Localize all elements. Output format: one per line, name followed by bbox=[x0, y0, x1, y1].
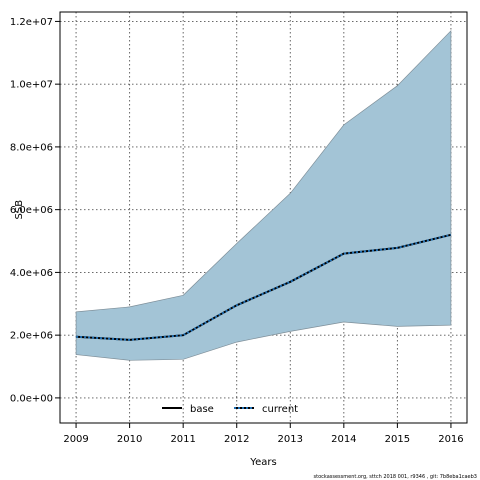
confidence-band bbox=[75, 29, 452, 361]
plot-frame bbox=[59, 11, 468, 424]
legend: base current bbox=[162, 404, 298, 415]
x-tick-label: 2014 bbox=[331, 434, 356, 445]
legend-label-current: current bbox=[262, 404, 298, 415]
x-tick-label: 2015 bbox=[385, 434, 410, 445]
y-axis-title: SSB bbox=[14, 200, 25, 220]
y-axis: 0.0e+00 2.0e+06 4.0e+06 6.0e+06 8.0e+06 1.0e+… bbox=[10, 17, 60, 404]
footer-note: stockassessment.org, sttch 2018 001, r93… bbox=[314, 474, 477, 480]
y-tick-label: 0.0e+00 bbox=[10, 393, 53, 404]
x-tick-label: 2011 bbox=[170, 434, 195, 445]
y-tick-label: 1.0e+07 bbox=[10, 80, 53, 91]
y-tick-label: 2.0e+06 bbox=[10, 331, 53, 342]
x-axis-title: Years bbox=[249, 457, 276, 468]
x-tick-label: 2010 bbox=[117, 434, 142, 445]
x-tick-label: 2016 bbox=[438, 434, 463, 445]
y-tick-label: 1.2e+07 bbox=[10, 17, 53, 28]
y-tick-label: 6.0e+06 bbox=[10, 205, 53, 216]
series-line-current bbox=[76, 233, 452, 341]
x-tick-label: 2009 bbox=[63, 434, 88, 445]
legend-label-base: base bbox=[190, 404, 214, 415]
x-axis: 2009 2010 2011 2012 2013 2014 2015 2016 bbox=[63, 423, 464, 445]
x-tick-label: 2012 bbox=[224, 434, 249, 445]
x-tick-label: 2013 bbox=[278, 434, 303, 445]
y-tick-label: 8.0e+06 bbox=[10, 142, 53, 153]
y-tick-label: 4.0e+06 bbox=[10, 268, 53, 279]
series-lines bbox=[76, 233, 452, 341]
